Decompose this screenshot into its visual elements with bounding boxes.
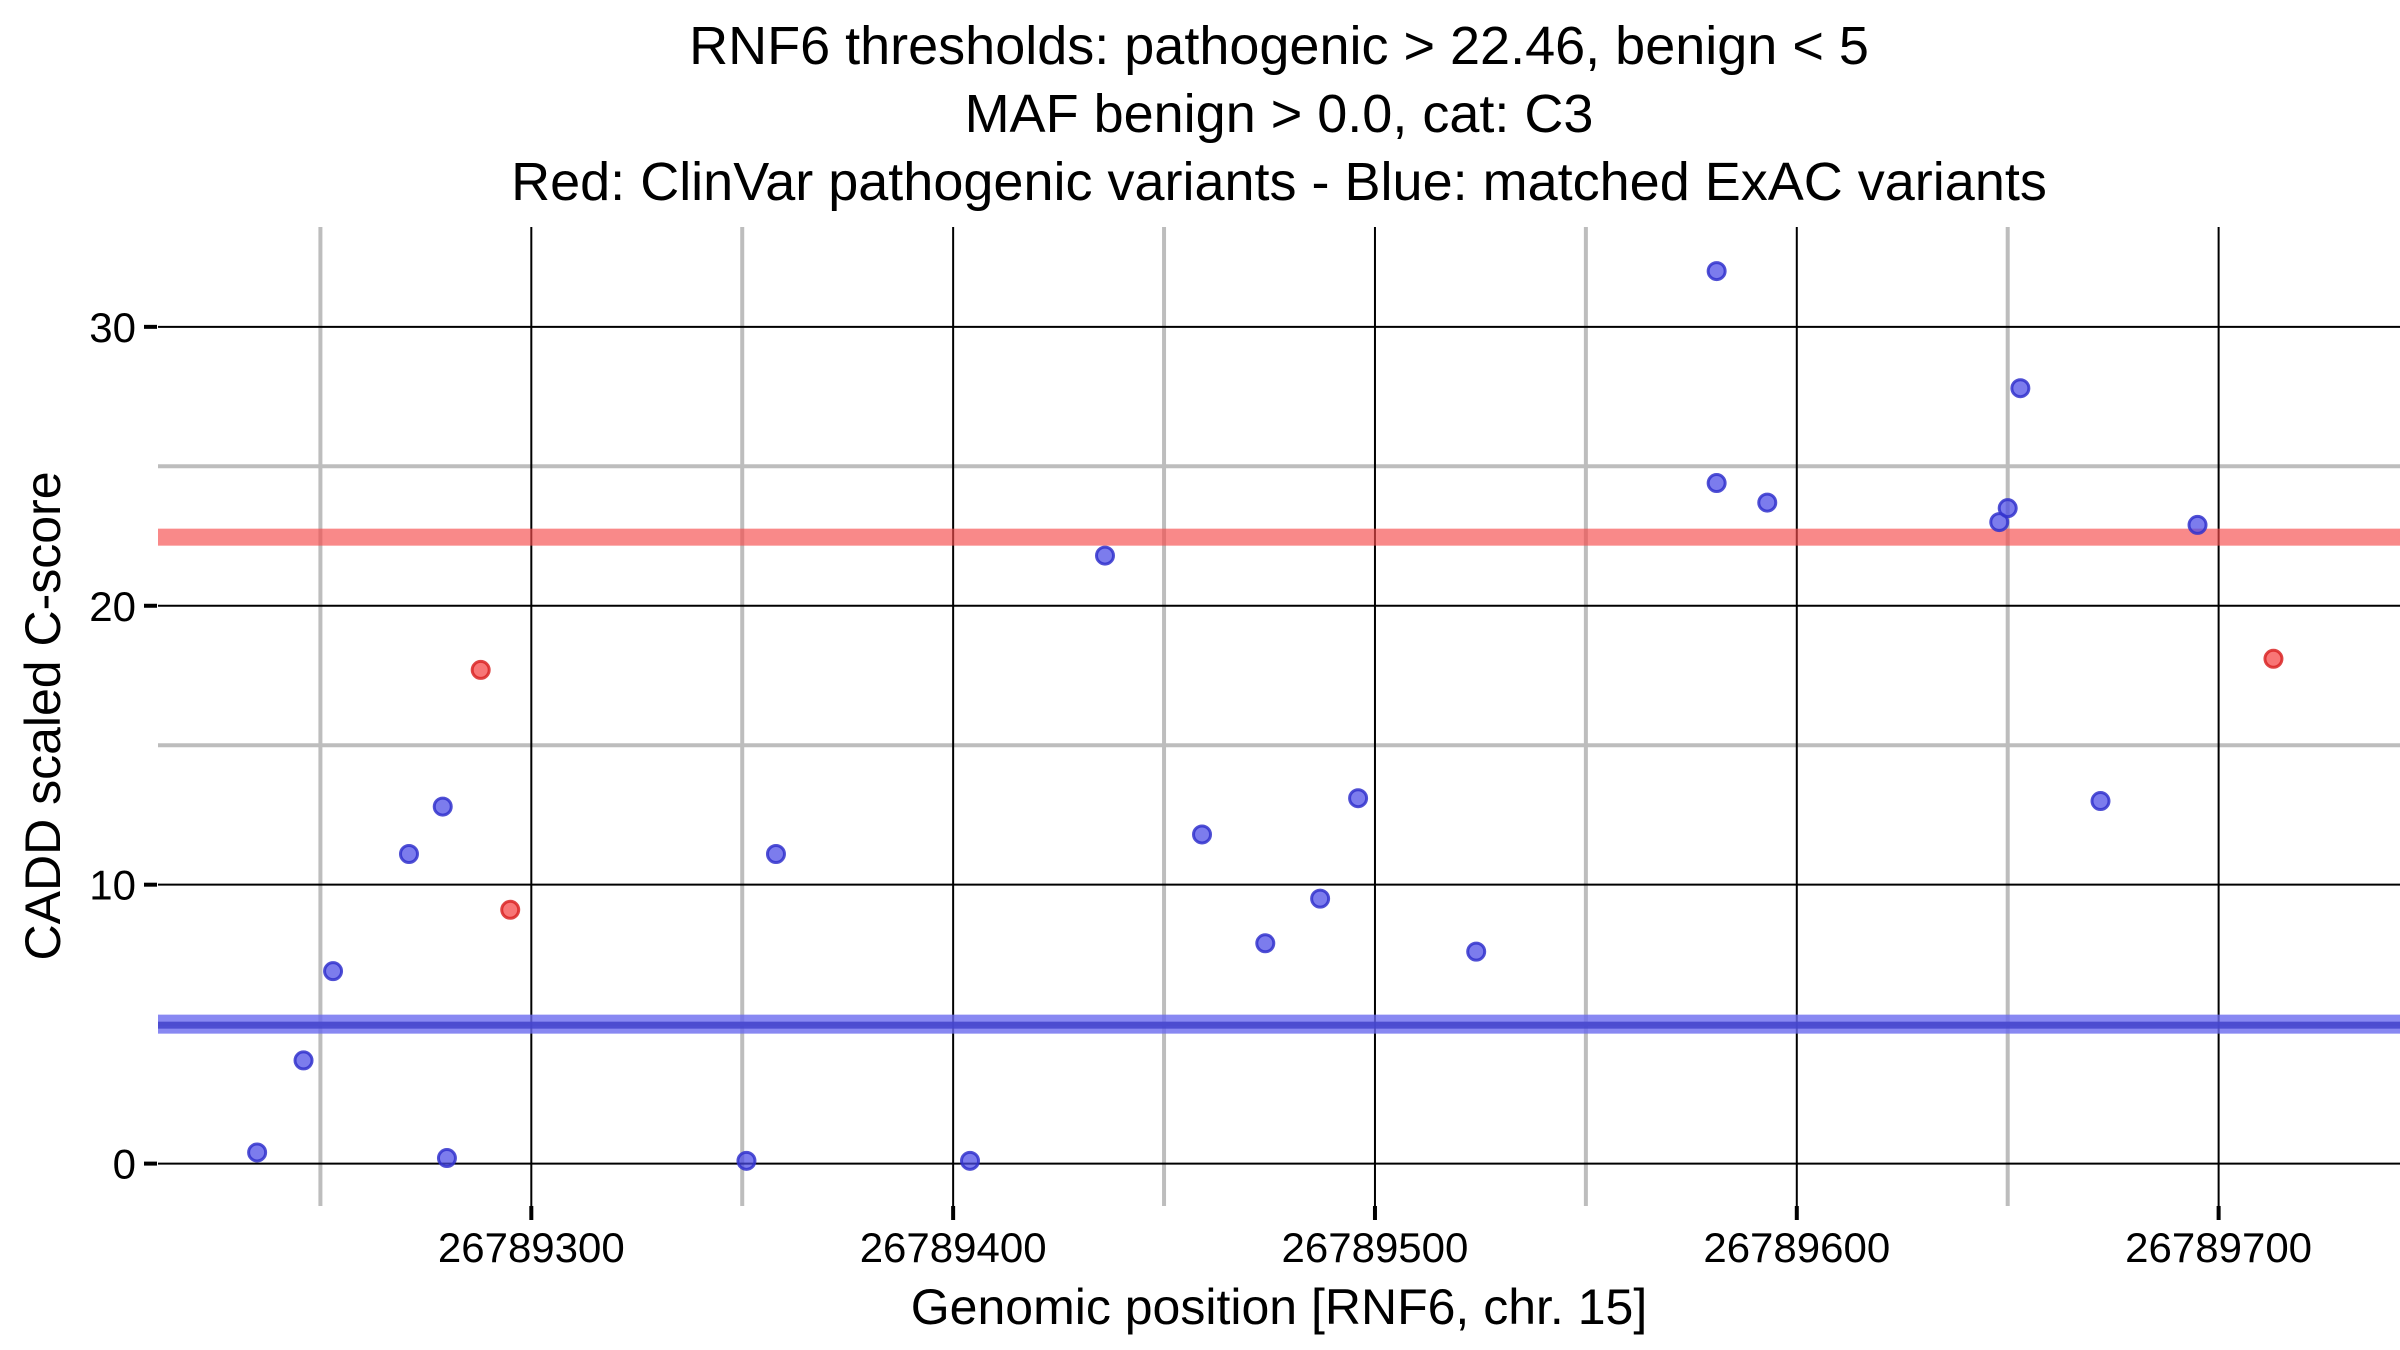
plot-panel: 0 10 20 30 26789300 26789400 26789500 26789600 2… <box>89 227 2400 1271</box>
x-tick-label: 26789700 <box>2125 1224 2312 1271</box>
data-point-red <box>2263 648 2284 669</box>
data-point-blue <box>436 1148 457 1169</box>
y-tick-label: 0 <box>113 1141 136 1188</box>
data-point-blue <box>2090 791 2111 812</box>
data-point-blue <box>1706 261 1727 282</box>
data-point-blue <box>765 844 786 865</box>
data-point-blue <box>1706 473 1727 494</box>
data-point-red <box>500 899 521 920</box>
data-point-blue <box>1989 512 2010 533</box>
y-axis-title: CADD scaled C-score <box>15 471 71 960</box>
benign-threshold-core <box>158 1021 2400 1029</box>
data-point-blue <box>1466 941 1487 962</box>
y-tick-label: 30 <box>89 304 136 351</box>
data-point-red <box>470 659 491 680</box>
plot-title-line-1: RNF6 thresholds: pathogenic > 22.46, ben… <box>689 16 1869 76</box>
x-tick-label: 26789500 <box>1282 1224 1469 1271</box>
data-point-blue <box>247 1142 268 1163</box>
pathogenic-threshold-line <box>158 528 2400 546</box>
x-tick-label: 26789300 <box>438 1224 625 1271</box>
plot-title-line-3: Red: ClinVar pathogenic variants - Blue:… <box>511 152 2047 212</box>
x-tick-label: 26789400 <box>860 1224 1047 1271</box>
data-point-blue <box>1255 933 1276 954</box>
y-tick-label: 10 <box>89 862 136 909</box>
data-point-blue <box>398 844 419 865</box>
data-point-blue <box>2010 378 2031 399</box>
data-point-blue <box>293 1050 314 1071</box>
data-point-blue <box>736 1150 757 1171</box>
data-point-blue <box>960 1150 981 1171</box>
data-point-blue <box>1310 888 1331 909</box>
data-point-blue <box>432 796 453 817</box>
data-point-blue <box>1348 788 1369 809</box>
data-point-blue <box>323 961 344 982</box>
data-point-blue <box>1997 498 2018 519</box>
data-point-blue <box>1757 492 1778 513</box>
data-point-blue <box>1192 824 1213 845</box>
x-tick-label: 26789600 <box>1703 1224 1890 1271</box>
x-axis-title: Genomic position [RNF6, chr. 15] <box>911 1279 1647 1335</box>
plot-title-line-2: MAF benign > 0.0, cat: C3 <box>965 84 1594 144</box>
y-tick-label: 20 <box>89 583 136 630</box>
data-point-blue <box>1094 545 1115 566</box>
data-point-blue <box>2187 514 2208 535</box>
